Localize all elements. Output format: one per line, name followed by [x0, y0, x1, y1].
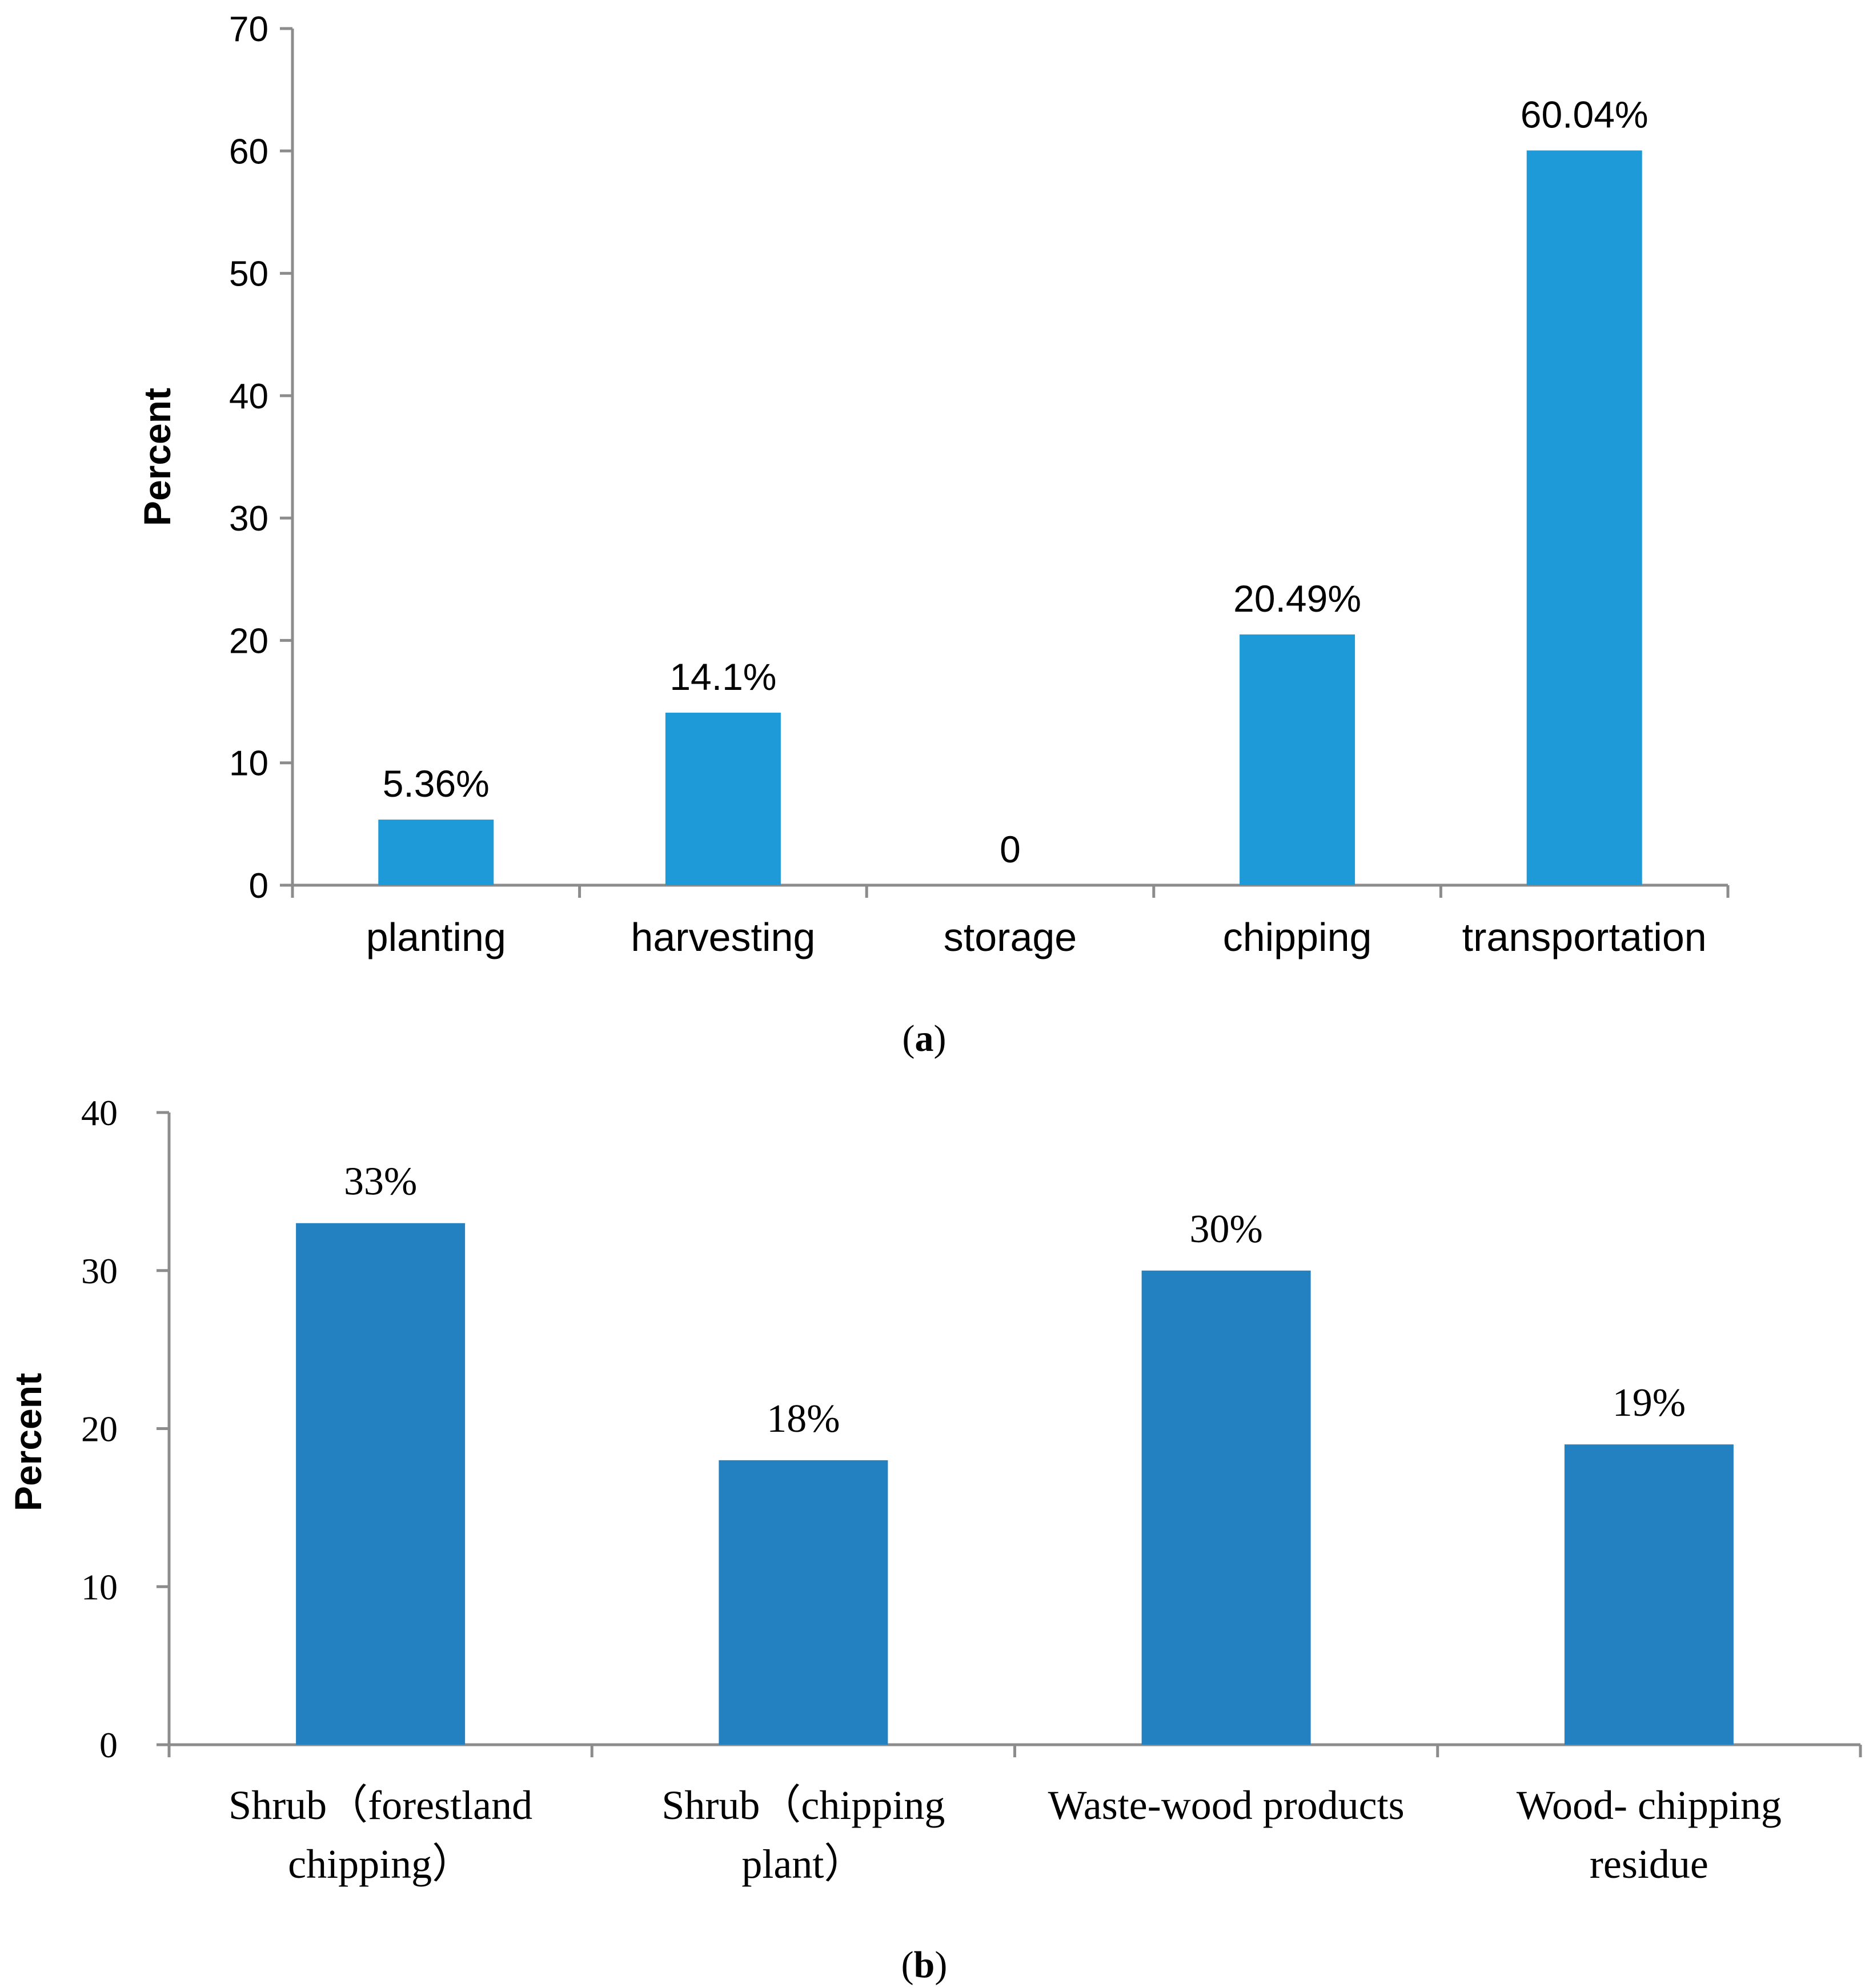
chart-a-y-tick-label: 40	[229, 377, 268, 416]
chart-b-y-tick-label: 40	[81, 1093, 118, 1133]
chart-b-category-label: Wood- chipping	[1517, 1782, 1782, 1828]
chart-b-y-axis-label: Percent	[7, 1373, 49, 1511]
chart-b-category-label: residue	[1590, 1841, 1708, 1887]
chart-a-data-label: 0	[1000, 828, 1021, 870]
chart-a-bar	[1526, 150, 1642, 885]
chart-b-bar	[1564, 1444, 1734, 1745]
chart-b-bar	[296, 1223, 466, 1745]
chart-b-category-label: Shrub（forestland	[228, 1782, 532, 1828]
chart-b-bar	[719, 1460, 888, 1745]
chart-a-y-tick-label: 0	[249, 866, 268, 906]
chart-a-category-label: planting	[366, 915, 506, 959]
chart-a-category-label: chipping	[1223, 915, 1372, 959]
chart-a-data-label: 5.36%	[383, 762, 490, 805]
chart-b-data-label: 18%	[767, 1397, 840, 1441]
chart-b-data-label: 33%	[344, 1160, 417, 1204]
chart-a-category-label: harvesting	[631, 915, 815, 959]
chart-a-data-label: 60.04%	[1521, 93, 1649, 135]
chart-a-y-tick-label: 10	[229, 744, 268, 784]
chart-a-y-tick-label: 60	[229, 132, 268, 171]
chart-b-category-label: chipping）	[288, 1841, 473, 1887]
chart-a-bar	[1240, 634, 1355, 885]
chart-a-bar	[665, 712, 781, 885]
chart-b-category-label: Waste-wood products	[1048, 1782, 1405, 1828]
chart-a-bar	[378, 820, 494, 885]
chart-a-category-label: storage	[944, 915, 1077, 959]
chart-a-y-axis-label: Percent	[136, 388, 178, 526]
chart-a-data-label: 14.1%	[669, 656, 776, 698]
chart-a-y-tick-label: 50	[229, 255, 268, 294]
chart-a-data-label: 20.49%	[1233, 577, 1361, 620]
chart-b-y-tick-label: 0	[99, 1725, 118, 1765]
chart-b-y-tick-label: 20	[81, 1409, 118, 1449]
chart-b-category-label: plant）	[741, 1841, 865, 1887]
chart-b-data-label: 19%	[1613, 1381, 1686, 1425]
chart-b: 0 10 20 30 40 33% 18% 30% 19% Shrub（forestland c…	[7, 1093, 1862, 1887]
chart-a-caption: (a)	[903, 1018, 946, 1059]
chart-b-y-tick-label: 30	[81, 1251, 118, 1291]
chart-a-y-tick-label: 20	[229, 621, 268, 661]
chart-a-category-label: transportation	[1462, 915, 1707, 959]
chart-b-category-label: Shrub（chipping	[661, 1782, 945, 1828]
chart-b-caption: (b)	[901, 1944, 948, 1986]
chart-b-bar	[1141, 1270, 1311, 1745]
chart-a-y-tick-label: 30	[229, 499, 268, 539]
chart-b-y-tick-label: 10	[81, 1567, 118, 1607]
chart-b-data-label: 30%	[1189, 1207, 1262, 1251]
chart-a-y-tick-label: 70	[229, 10, 268, 49]
